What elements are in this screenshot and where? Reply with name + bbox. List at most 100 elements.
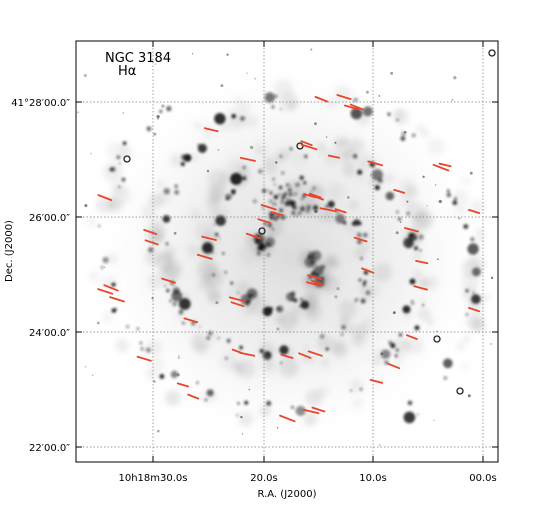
hii-region (279, 193, 282, 196)
diffuse-patch (475, 235, 485, 244)
field-star (173, 231, 177, 235)
diffuse-patch (281, 295, 288, 303)
field-star (191, 53, 194, 55)
hii-region (222, 252, 225, 255)
hii-region (225, 357, 228, 360)
hii-region (111, 308, 117, 313)
diffuse-patch (146, 368, 157, 380)
hii-region (226, 338, 231, 343)
hii-region (363, 280, 367, 284)
hii-region (295, 182, 300, 187)
hii-region (230, 281, 233, 285)
hii-region (215, 215, 226, 226)
diffuse-patch (115, 338, 129, 353)
red-marker (327, 154, 341, 159)
hii-region (352, 154, 358, 159)
diffuse-patch (352, 397, 364, 409)
field-star (226, 53, 229, 56)
diffuse-patch (276, 198, 289, 211)
field-star (325, 136, 328, 138)
diffuse-patch (471, 317, 486, 332)
diffuse-patch (348, 200, 359, 210)
diffuse-patch (155, 254, 174, 273)
diffuse-patch (419, 296, 427, 304)
red-marker (279, 414, 296, 423)
filter-label: Hα (118, 64, 136, 79)
hii-region (166, 106, 172, 112)
field-star (92, 374, 94, 376)
field-star (399, 221, 402, 223)
diffuse-patch (274, 79, 294, 99)
red-marker (393, 188, 406, 194)
hii-region (101, 266, 104, 269)
hii-region (402, 305, 411, 314)
field-star (395, 231, 399, 235)
hii-region (262, 350, 272, 360)
diffuse-patch (106, 252, 118, 265)
bright-star (433, 335, 441, 343)
hii-region (396, 348, 399, 352)
bright-star (456, 387, 464, 395)
hii-region (218, 237, 221, 239)
hii-region (240, 116, 245, 121)
red-marker (201, 235, 217, 241)
diffuse-patch (334, 85, 352, 103)
diffuse-patch (428, 138, 446, 156)
red-marker (467, 208, 481, 215)
x-tick-label-4: 00.0s (469, 473, 496, 484)
diffuse-patch (384, 173, 395, 184)
field-star (490, 343, 492, 345)
hii-region (237, 402, 240, 405)
field-star (151, 297, 154, 300)
field-star (246, 72, 248, 74)
hii-region (289, 184, 291, 187)
diffuse-patch (145, 339, 163, 357)
hii-region (239, 345, 243, 350)
diffuse-patch (341, 136, 349, 144)
field-star (392, 311, 396, 314)
hii-region (126, 325, 130, 329)
red-marker (349, 103, 365, 111)
red-marker (144, 239, 159, 246)
hii-region (174, 189, 180, 195)
hii-region (171, 290, 183, 302)
hii-region (230, 172, 243, 185)
hii-region (111, 282, 116, 287)
hii-region (363, 232, 368, 238)
hii-region (319, 334, 325, 339)
diffuse-patch (324, 150, 340, 167)
red-marker (187, 393, 200, 400)
diffuse-patch (103, 162, 123, 182)
hii-region (287, 203, 290, 207)
red-marker (302, 408, 320, 415)
diffuse-patch (338, 299, 358, 319)
hii-region (335, 213, 346, 224)
red-marker (161, 277, 176, 284)
diffuse-patch (102, 311, 113, 323)
diffuse-patch (372, 262, 393, 283)
field-star (154, 63, 156, 65)
hii-region (396, 118, 399, 122)
field-star (370, 174, 371, 176)
diffuse-patch (291, 304, 303, 316)
hii-region (264, 92, 275, 103)
field-star (438, 199, 442, 204)
hii-region (266, 400, 272, 406)
field-star (153, 132, 157, 136)
hii-region (159, 374, 165, 379)
hii-region (225, 193, 232, 201)
field-star (336, 287, 340, 291)
hii-region (212, 273, 215, 277)
field-star (90, 152, 92, 155)
diffuse-patch (316, 144, 324, 151)
diffuse-patch (275, 315, 284, 324)
red-marker (298, 352, 312, 359)
hii-region (306, 209, 310, 213)
red-marker (97, 288, 114, 295)
hii-region (398, 217, 401, 221)
field-star (254, 78, 256, 80)
field-star (314, 122, 317, 126)
red-marker (270, 211, 284, 217)
hii-region (297, 211, 302, 216)
hii-region (262, 306, 273, 317)
